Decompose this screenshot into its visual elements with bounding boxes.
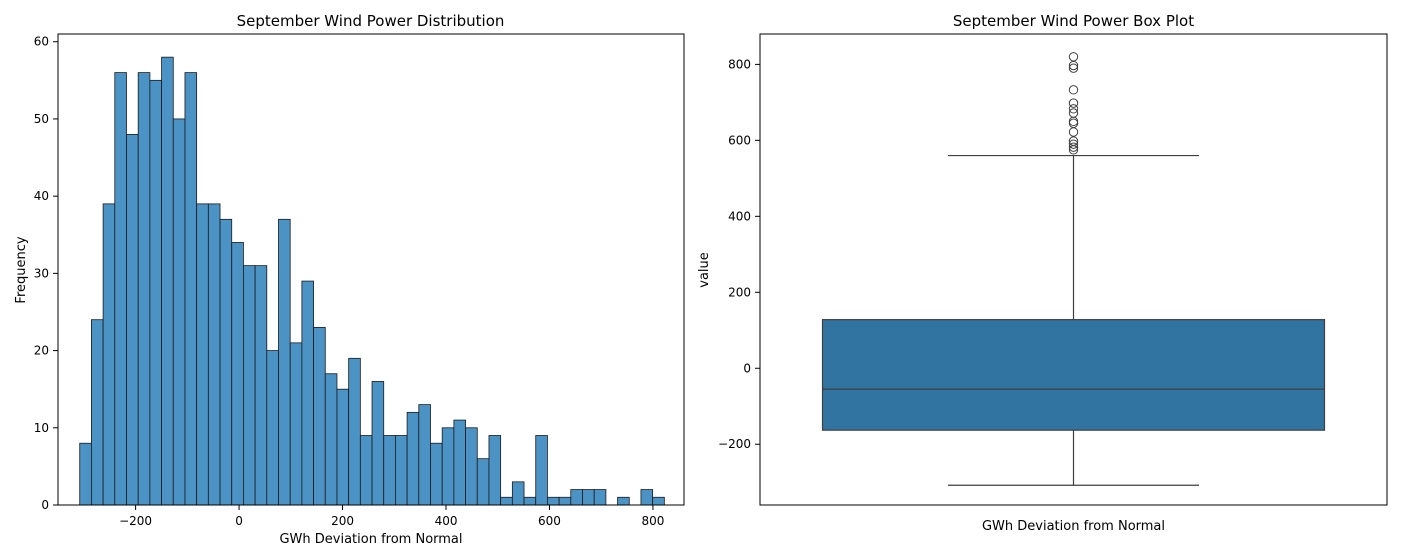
histogram-bar — [582, 489, 595, 506]
histogram-bar — [172, 118, 186, 506]
outlier-point — [1068, 63, 1079, 73]
interquartile-box — [821, 319, 1326, 431]
histogram-bar — [184, 72, 198, 506]
histogram-bar — [476, 458, 490, 506]
histogram-bar — [570, 489, 583, 506]
histogram-bar — [266, 350, 279, 506]
histogram-bar — [137, 72, 151, 506]
boxplot-y-axis-label: value — [697, 252, 712, 288]
outlier-point — [1068, 104, 1079, 114]
y-tick-label: 0 — [743, 361, 751, 375]
histogram-bar — [79, 442, 92, 506]
histogram-bar — [465, 427, 478, 506]
boxplot-title: September Wind Power Box Plot — [953, 12, 1194, 30]
histogram-bar — [278, 218, 291, 506]
histogram-bar — [324, 373, 338, 506]
outlier-point — [1068, 52, 1079, 62]
y-tick-label: 40 — [34, 189, 49, 203]
histogram-bar — [617, 496, 630, 506]
histogram-bar — [488, 435, 502, 506]
outlier-point — [1068, 142, 1079, 152]
x-tick-label: 0 — [235, 514, 243, 528]
histogram-bar — [313, 327, 326, 506]
y-tick-label: 800 — [728, 57, 751, 71]
histogram-bar — [219, 218, 233, 506]
boxplot-x-axis-label: GWh Deviation from Normal — [982, 519, 1165, 534]
histogram-bar — [441, 427, 455, 506]
histogram-y-ticks: 0 10 20 30 40 50 60 — [34, 35, 58, 512]
histogram-x-ticks: −200 0 200 400 600 800 — [119, 505, 664, 528]
histogram-bar — [231, 242, 244, 506]
histogram-bar — [359, 435, 373, 506]
y-tick-label: 60 — [34, 35, 49, 49]
outlier-point — [1068, 136, 1079, 146]
y-tick-label: 30 — [34, 266, 49, 280]
histogram-bar — [161, 56, 174, 506]
histogram-bar — [348, 357, 361, 506]
outlier-point — [1068, 98, 1079, 108]
histogram-bar — [511, 481, 525, 506]
histogram-bar — [406, 411, 420, 506]
histogram-bar — [126, 133, 139, 506]
boxplot-body — [821, 52, 1326, 486]
histogram-bar — [301, 280, 314, 506]
outlier-point — [1068, 118, 1079, 128]
histogram-bar — [371, 381, 385, 506]
y-tick-label: 10 — [34, 421, 49, 435]
histogram-bar — [254, 265, 268, 506]
histogram-y-axis-label: Frequency — [14, 236, 29, 303]
histogram-bar — [652, 496, 665, 506]
histogram-bar — [430, 442, 443, 506]
x-tick-label: 400 — [435, 514, 458, 528]
histogram-panel: September Wind Power Distribution −200 0 2… — [14, 12, 685, 547]
histogram-bar — [196, 203, 209, 506]
histogram-bar — [453, 419, 466, 506]
histogram-bar — [91, 319, 104, 506]
outlier-point — [1068, 108, 1079, 118]
x-tick-label: 200 — [331, 514, 354, 528]
y-tick-label: 50 — [34, 112, 49, 126]
y-tick-label: 0 — [41, 498, 49, 512]
histogram-bar — [558, 496, 572, 506]
x-tick-label: 800 — [642, 514, 665, 528]
boxplot-panel: September Wind Power Box Plot −200 0 200 40… — [697, 12, 1388, 534]
y-tick-label: 600 — [728, 133, 751, 147]
histogram-axes-frame — [57, 33, 685, 506]
histogram-bar — [640, 489, 654, 506]
histogram-x-axis-label: GWh Deviation from Normal — [279, 532, 462, 547]
outlier-point — [1068, 85, 1079, 95]
histogram-bar — [149, 79, 162, 506]
y-tick-label: −200 — [718, 437, 751, 451]
x-tick-label: −200 — [119, 514, 152, 528]
histogram-bar — [535, 435, 548, 506]
y-tick-label: 20 — [34, 344, 49, 358]
histogram-bar — [243, 265, 256, 506]
histogram-bar — [207, 203, 221, 506]
histogram-bar — [593, 489, 607, 506]
histogram-bars — [79, 56, 665, 506]
histogram-bar — [383, 435, 396, 506]
y-tick-label: 400 — [728, 209, 751, 223]
boxplot-axes-frame — [759, 33, 1388, 506]
histogram-bar — [418, 404, 431, 506]
outlier-point — [1068, 116, 1079, 127]
histogram-bar — [114, 72, 127, 506]
histogram-bar — [547, 496, 560, 506]
y-tick-label: 200 — [728, 285, 751, 299]
histogram-bar — [336, 388, 350, 506]
histogram-bar — [523, 496, 537, 506]
outlier-point — [1068, 139, 1079, 149]
histogram-title: September Wind Power Distribution — [237, 12, 505, 30]
histogram-bar — [289, 342, 303, 506]
x-tick-label: 600 — [538, 514, 561, 528]
histogram-bar — [102, 203, 116, 506]
histogram-bar — [500, 496, 513, 506]
histogram-bar — [395, 435, 408, 506]
outlier-point — [1068, 127, 1079, 137]
boxplot-y-ticks: −200 0 200 400 600 800 — [718, 57, 760, 451]
